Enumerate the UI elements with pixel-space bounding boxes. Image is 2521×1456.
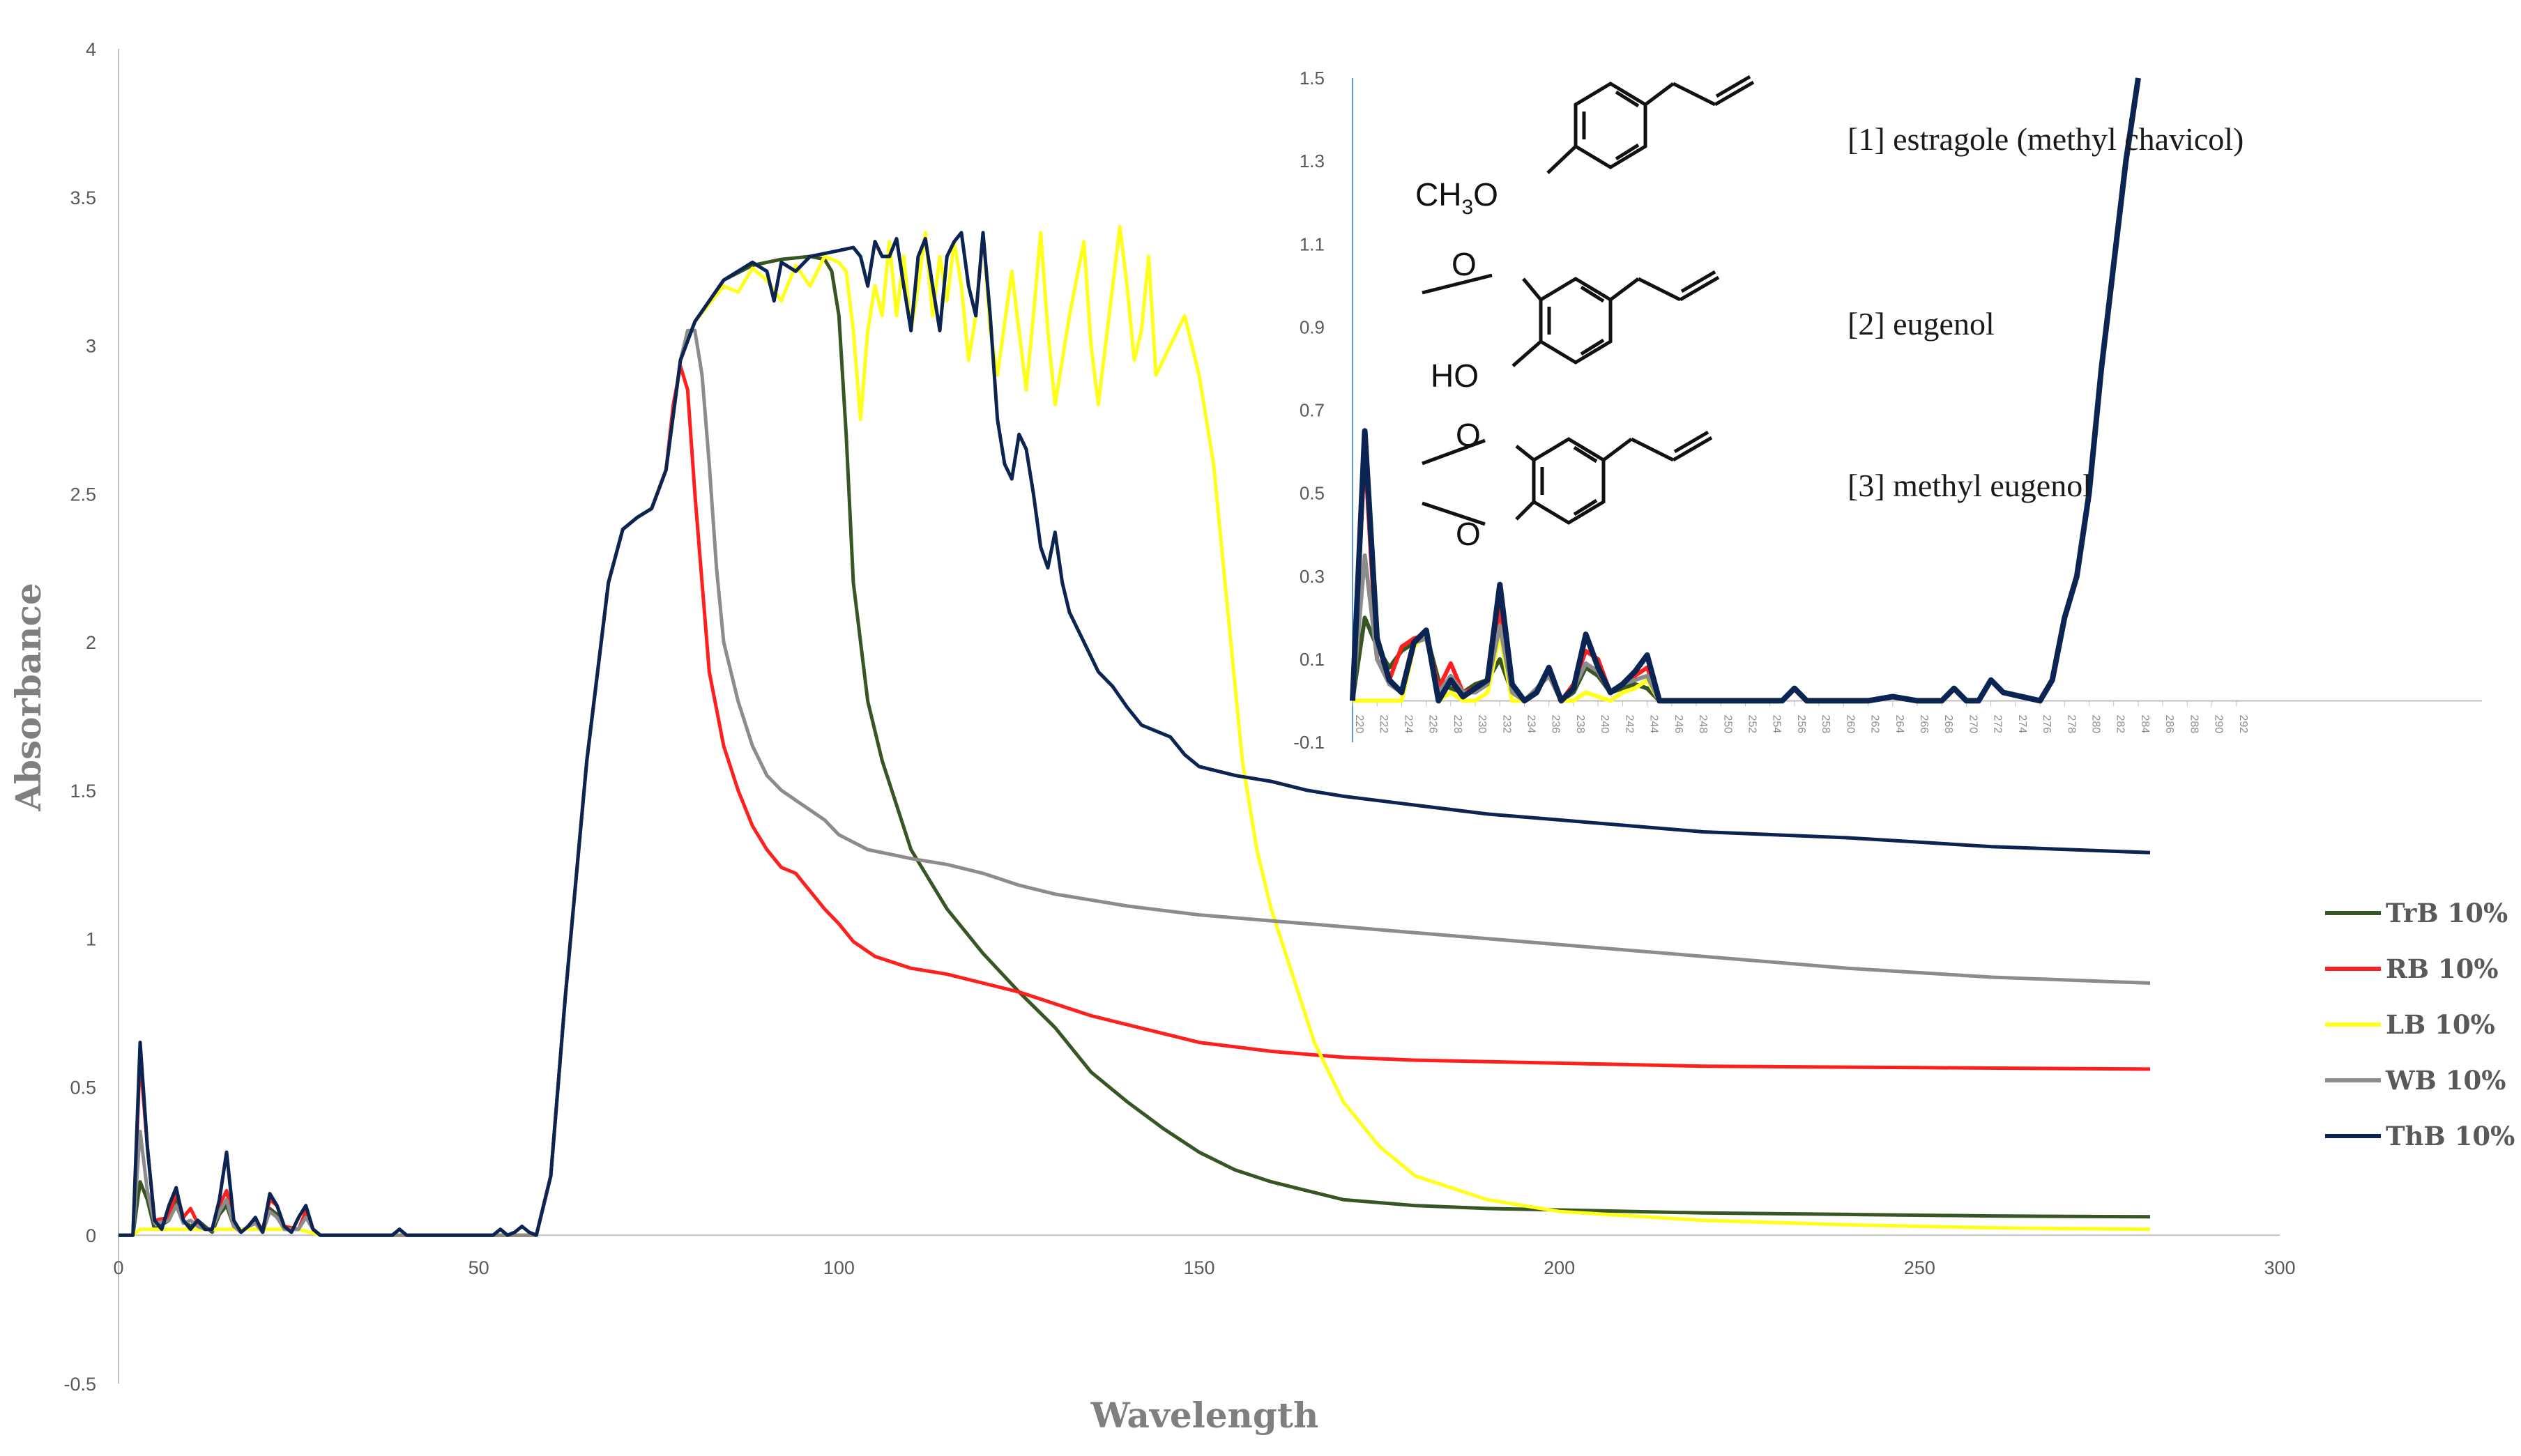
methoxy-label: CH3O xyxy=(1415,176,1498,219)
x-tick-label: 50 xyxy=(469,1257,489,1278)
inset-x-tick-label: 226 xyxy=(1427,714,1439,733)
inset-x-tick-label: 274 xyxy=(2016,714,2028,733)
molecule-methyl-eugenol xyxy=(1422,430,1713,526)
inset-series-lines xyxy=(1350,77,2141,704)
x-tick-label: 300 xyxy=(2264,1257,2295,1278)
molecule-eugenol xyxy=(1422,270,1720,367)
inset-x-tick-label: 238 xyxy=(1574,714,1586,733)
main-x-ticks: 0 50 100 150 200 250 300 xyxy=(113,1257,2295,1278)
inset-y-tick-label: 0.3 xyxy=(1300,566,1325,587)
x-axis-title: Wavelength xyxy=(1090,1395,1319,1436)
inset-y-tick-label: 1.3 xyxy=(1300,151,1325,171)
inset-x-tick-label: 290 xyxy=(2213,714,2225,733)
inset-series-line-thb xyxy=(1350,77,2141,704)
inset-x-tick-label: 248 xyxy=(1697,714,1709,733)
x-tick-label: 250 xyxy=(1904,1257,1935,1278)
molecule-estragole xyxy=(1546,75,1755,174)
inset-x-tick-label: 280 xyxy=(2090,714,2102,733)
inset-x-tick-label: 230 xyxy=(1476,714,1488,733)
compound-label-1: [1] estragole (methyl chavicol) xyxy=(1848,121,2244,157)
legend-label-wb: WB 10% xyxy=(2385,1065,2506,1096)
x-tick-label: 150 xyxy=(1183,1257,1214,1278)
inset-x-tick-label: 252 xyxy=(1746,714,1758,733)
inset-x-tick-label: 260 xyxy=(1844,714,1856,733)
inset-x-tick-label: 224 xyxy=(1402,714,1414,733)
inset-x-tick-label: 246 xyxy=(1673,714,1684,733)
inset-x-tick-label: 278 xyxy=(2065,714,2077,733)
inset-x-tick-label: 232 xyxy=(1500,714,1512,733)
y-tick-label: 4 xyxy=(86,39,96,60)
inset-x-tick-label: 292 xyxy=(2237,714,2249,733)
y-tick-label: 2 xyxy=(86,632,96,653)
inset-x-tick-label: 236 xyxy=(1550,714,1562,733)
inset-x-tick-label: 242 xyxy=(1623,714,1635,733)
inset-x-tick-label: 272 xyxy=(1992,714,2004,733)
inset-x-tick-label: 270 xyxy=(1967,714,1979,733)
series-line-thb xyxy=(119,231,2151,1237)
inset-y-tick-label: 0.7 xyxy=(1300,400,1325,421)
inset-x-tick-label: 222 xyxy=(1378,714,1389,733)
inset-x-ticks: 220 222 224 226 228 230 232 234 236 238 240 242 244 2… xyxy=(1352,700,2249,733)
inset-x-tick-label: 240 xyxy=(1599,714,1610,733)
methyl-eugenol-o-bottom: O xyxy=(1456,516,1481,552)
inset-y-ticks: -0.1 0.1 0.3 0.5 0.7 0.9 1.1 1.3 1.5 xyxy=(1293,68,1325,753)
inset-x-tick-label: 258 xyxy=(1820,714,1831,733)
y-tick-label: -0.5 xyxy=(63,1374,96,1395)
main-y-ticks: -0.5 0 0.5 1 1.5 2 2.5 3 3.5 4 xyxy=(63,39,96,1395)
x-tick-label: 200 xyxy=(1544,1257,1575,1278)
inset-x-tick-label: 284 xyxy=(2139,714,2151,733)
y-tick-label: 3 xyxy=(86,336,96,357)
y-tick-label: 1 xyxy=(86,929,96,950)
y-tick-label: 0 xyxy=(86,1225,96,1246)
compound-label-2: [2] eugenol xyxy=(1848,306,1995,342)
inset-x-tick-label: 244 xyxy=(1648,714,1660,733)
inset-y-tick-label: 1.5 xyxy=(1300,68,1325,89)
inset-x-tick-label: 282 xyxy=(2115,714,2126,733)
hydroxyl-label: HO xyxy=(1431,358,1479,394)
inset-x-tick-label: 264 xyxy=(1894,714,1905,733)
inset-x-tick-label: 262 xyxy=(1869,714,1881,733)
inset-y-tick-label: 1.1 xyxy=(1300,233,1325,254)
eugenol-methoxy-o: O xyxy=(1452,246,1477,282)
inset-x-tick-label: 250 xyxy=(1721,714,1733,733)
legend-label-thb: ThB 10% xyxy=(2386,1121,2515,1151)
y-axis-title: Absorbance xyxy=(8,583,49,812)
y-tick-label: 0.5 xyxy=(70,1077,96,1098)
inset-x-tick-label: 254 xyxy=(1771,714,1783,733)
inset-x-tick-label: 220 xyxy=(1353,714,1365,733)
inset-x-tick-label: 288 xyxy=(2188,714,2200,733)
main-series-lines xyxy=(119,224,2151,1237)
inset-y-tick-label: 0.9 xyxy=(1300,316,1325,337)
inset-x-tick-label: 228 xyxy=(1452,714,1463,733)
legend-label-trb: TrB 10% xyxy=(2386,898,2508,928)
inset-x-tick-label: 268 xyxy=(1942,714,1954,733)
y-tick-label: 2.5 xyxy=(70,484,96,505)
inset-x-tick-label: 234 xyxy=(1525,714,1537,733)
y-tick-label: 3.5 xyxy=(70,187,96,208)
x-tick-label: 100 xyxy=(823,1257,855,1278)
compound-label-3: [3] methyl eugenol xyxy=(1848,468,2092,503)
inset-y-tick-label: 0.5 xyxy=(1300,483,1325,504)
inset-x-tick-label: 266 xyxy=(1918,714,1930,733)
legend: TrB 10% RB 10% LB 10% WB 10% ThB 10% xyxy=(2325,898,2515,1151)
y-tick-label: 1.5 xyxy=(70,781,96,802)
legend-label-lb: LB 10% xyxy=(2386,1009,2495,1040)
legend-label-rb: RB 10% xyxy=(2386,953,2499,984)
inset-x-tick-label: 256 xyxy=(1795,714,1807,733)
x-tick-label: 0 xyxy=(113,1257,123,1278)
inset-y-tick-label: 0.1 xyxy=(1300,649,1325,670)
inset-x-tick-label: 286 xyxy=(2163,714,2175,733)
methyl-eugenol-o-top: O xyxy=(1456,417,1481,453)
inset-y-tick-label: -0.1 xyxy=(1293,732,1325,753)
inset-x-tick-label: 276 xyxy=(2041,714,2052,733)
